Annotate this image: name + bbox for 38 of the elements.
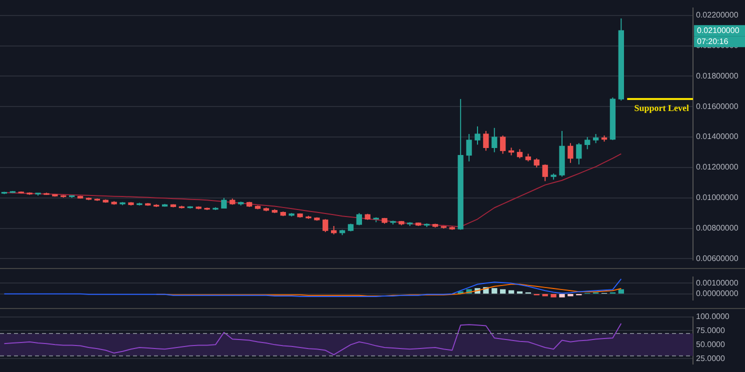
y-tick-label: 0.00800000 xyxy=(696,223,739,232)
candlestick xyxy=(592,134,599,144)
text: 07:20:16 xyxy=(697,36,729,46)
bar xyxy=(568,294,574,296)
y-tick-label: 0.00000000 xyxy=(696,289,739,298)
candlestick xyxy=(474,126,480,146)
candlestick xyxy=(356,212,362,226)
candlestick xyxy=(500,135,506,154)
y-tick-label: 0.02200000 xyxy=(696,10,739,20)
y-tick-label: 0.00600000 xyxy=(696,254,739,263)
y-tick-label: 0.01000000 xyxy=(696,193,739,202)
candlestick xyxy=(542,164,548,182)
text: 0.02100000 xyxy=(697,26,740,35)
bar xyxy=(618,289,624,294)
bar xyxy=(550,294,556,298)
candlestick xyxy=(483,130,489,152)
bar xyxy=(492,288,498,294)
ref-line-label: Support Level xyxy=(634,102,690,113)
y-tick-label: 100.0000 xyxy=(696,312,730,322)
candlestick xyxy=(322,218,328,233)
y-tick-label: 0.01200000 xyxy=(696,162,739,172)
candlestick xyxy=(516,148,523,159)
y-tick-label: 0.01400000 xyxy=(696,132,739,142)
candlestick xyxy=(568,142,574,164)
bar xyxy=(500,289,506,294)
y-tick-label: 25.0000 xyxy=(696,354,726,363)
y-tick-label: 50.0000 xyxy=(696,340,726,349)
candlestick xyxy=(584,136,590,150)
y-tick-label: 0.01800000 xyxy=(696,71,739,80)
y-tick-label: 0.00100000 xyxy=(696,278,739,288)
candlestick xyxy=(492,127,498,153)
candlestick xyxy=(576,142,582,165)
bar xyxy=(559,294,565,298)
candlestick xyxy=(466,134,472,162)
candlestick xyxy=(534,158,540,168)
y-tick-label: 0.01600000 xyxy=(696,102,739,111)
bar xyxy=(542,294,548,296)
y-tick-label: 75.0000 xyxy=(696,326,726,335)
